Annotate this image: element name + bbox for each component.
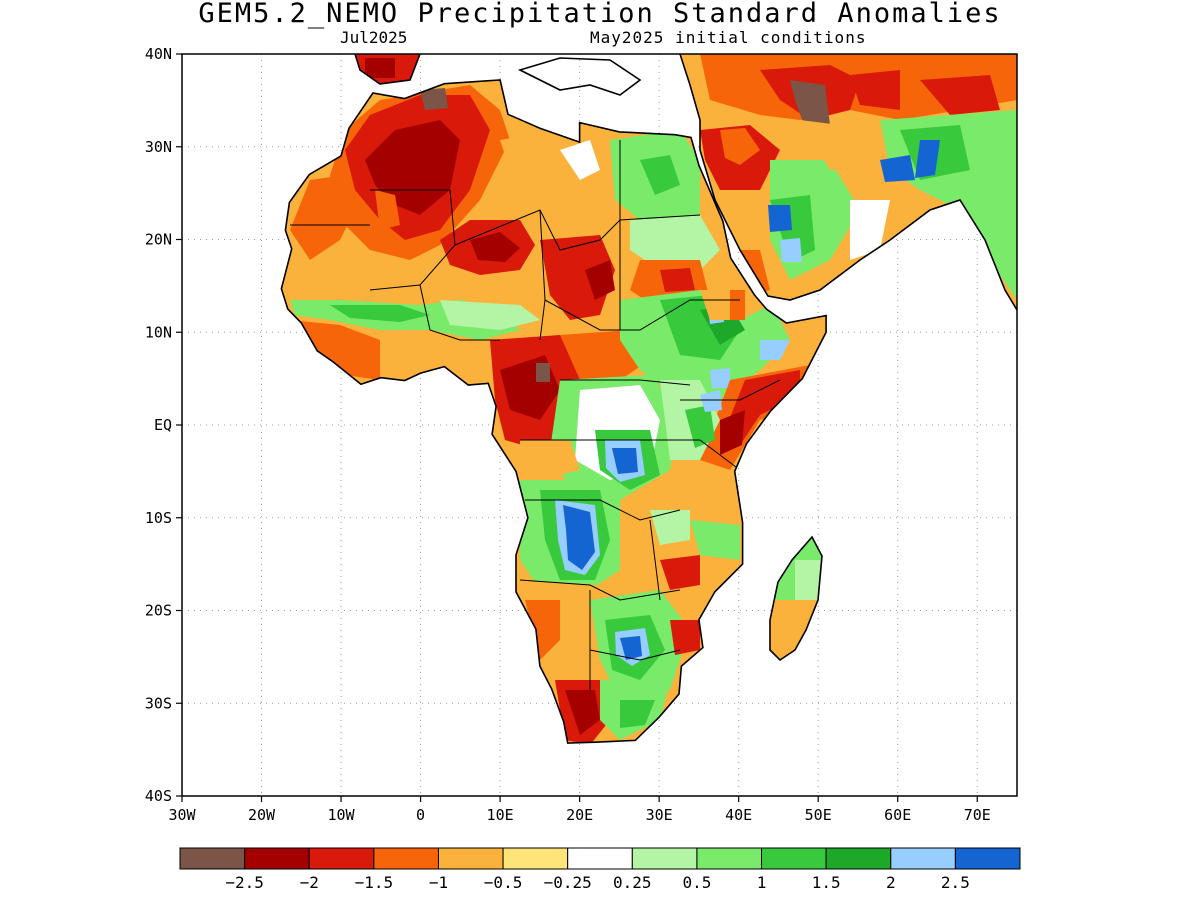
lat-tick-label: 40S [145,787,172,805]
colorbar-label: 1.5 [812,873,841,892]
colorbar-swatch [825,847,892,870]
lat-tick-label: EQ [154,416,172,434]
lon-tick-label: 60E [884,806,911,824]
country-borders [290,140,781,690]
lat-tick-label: 10N [145,323,172,341]
colorbar-label: −2.5 [225,873,264,892]
colorbar-swatch [954,847,1021,870]
lon-tick-label: 0 [416,806,425,824]
colorbar-swatch [373,847,439,870]
colorbar-swatch [631,847,698,870]
colorbar-label: −1.5 [355,873,394,892]
lon-tick-label: 30E [646,806,673,824]
colorbar-label: −0.5 [484,873,523,892]
chart-title: GEM5.2_NEMO Precipitation Standard Anoma… [198,0,1002,29]
colorbar-swatch [890,847,956,870]
latitude-axis: 40N 30N 20N 10N EQ 10S 20S 30S 40S [145,45,182,805]
lat-tick-label: 30S [145,694,172,712]
lon-tick-label: 20E [566,806,593,824]
lon-tick-label: 10W [328,806,356,824]
europe-precip-field [355,54,420,84]
colorbar-label: −1 [429,873,448,892]
coastlines [280,54,1017,744]
colorbar-label: 0.25 [613,873,652,892]
valid-month: Jul2025 [340,28,408,47]
colorbar-swatch [761,847,827,870]
colorbar-swatch [179,847,246,870]
lon-tick-label: 10E [487,806,514,824]
colorbar-swatch [244,847,310,870]
colorbar-swatch [567,847,633,870]
colorbar-swatch [308,847,375,870]
colorbar-label: 1 [757,873,767,892]
initial-conditions: May2025 initial conditions [590,28,867,47]
lon-tick-label: 70E [964,806,991,824]
lat-tick-label: 20S [145,602,172,620]
colorbar-swatch [502,847,569,870]
colorbar-swatch [696,847,763,870]
colorbar-label: 0.5 [682,873,711,892]
lat-tick-label: 10S [145,509,172,527]
lon-tick-label: 50E [805,806,832,824]
colorbar-label: 2.5 [941,873,970,892]
colorbar: −2.5 −2 −1.5 −1 −0.5 −0.25 0.25 0.5 1 1.5 2 2.5 [179,847,1021,892]
colorbar-label: −0.25 [544,873,592,892]
lat-tick-label: 30N [145,138,172,156]
colorbar-swatch [437,847,504,870]
lat-tick-label: 20N [145,231,172,249]
lon-tick-label: 40E [725,806,752,824]
colorbar-label: −2 [300,873,319,892]
colorbar-label: 2 [886,873,896,892]
lon-tick-label: 20W [248,806,276,824]
lat-tick-label: 40N [145,45,172,63]
lon-tick-label: 30W [168,806,196,824]
longitude-axis: 30W 20W 10W 0 10E 20E 30E 40E 50E 60E 70E [168,796,991,824]
